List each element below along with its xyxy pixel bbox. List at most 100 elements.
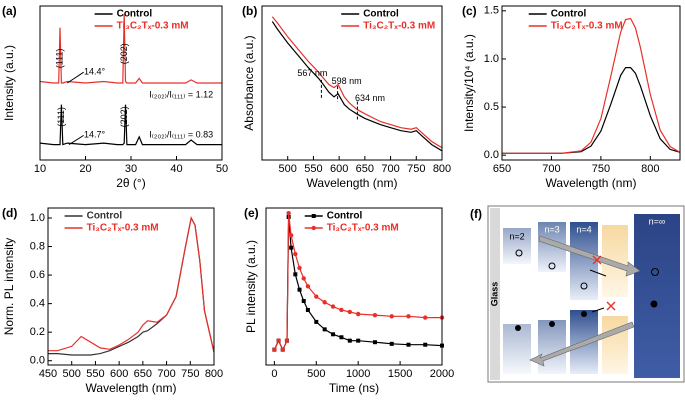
plot-frame [47,207,215,366]
x-tick-label: 550 [304,163,322,175]
x-axis-label: Wavelength (nm) [86,381,177,395]
series-line [48,216,214,356]
chart: (e) Time (ns) PL intensity (a.u.) 0 500 1000 1… [244,206,454,395]
marker [389,314,394,319]
marker [272,347,277,352]
band [602,316,628,374]
x-tick-label: 500 [307,368,325,380]
x-tick-label: 40 [170,163,182,175]
panel-label: (c) [462,4,477,18]
x-tick-label: 10 [34,163,46,175]
annotation: 567 nm [297,68,327,78]
band [503,324,531,374]
marker [423,315,428,320]
y-tick-label: 0.8 [30,240,45,252]
x-tick-label: 700 [157,368,175,380]
band [538,320,566,374]
panel-label: (d) [2,206,17,220]
legend-label: Ti₃C₂Tₓ-0.3 mM [363,21,435,32]
series-line [502,67,680,154]
chart: (c) Wavelength (nm) Intensity/10⁴ (a.u.) 65… [462,4,681,190]
marker [314,294,319,299]
y-axis-label: Intensity (a.u.) [2,45,16,121]
series-line [273,216,442,352]
x-tick-label: 500 [63,368,81,380]
x-axis-label: Wavelength (nm) [546,176,637,190]
x-tick-label: 30 [125,163,137,175]
x-tick-label: 20 [79,163,91,175]
annotation: I₍₂₀₂₎/I₍₁₁₁₎ = 1.12 [149,90,213,100]
annotation: 14.7° [84,130,106,140]
band [570,222,598,300]
y-tick-label: 0.5 [484,101,499,113]
x-axis-label: 2θ (°) [116,176,145,190]
legend-label: Ti₃C₂Tₓ-0.3 mM [117,21,189,32]
glass [490,208,500,380]
x-tick-label: 50 [216,163,228,175]
marker [305,307,310,312]
series-line [40,13,222,84]
panel-label: (f) [470,207,482,221]
legend-label: Control [363,9,399,20]
marker [423,342,428,347]
panel-label: (b) [242,4,257,18]
marker [356,338,361,343]
marker [406,314,411,319]
y-tick-label: 0.6 [30,269,45,281]
y-tick-label: 0.2 [30,326,45,338]
marker [288,233,294,238]
annotation: (202) [119,43,129,64]
marker [322,327,327,332]
chart: (a) 2θ (°) Intensity (a.u.) 10 20 30 40 50 Contr… [2,4,228,190]
arrow [589,269,607,277]
marker [301,276,306,281]
y-axis-label: Norm. PL intensity [2,238,16,336]
phase-label: n=4 [576,224,591,234]
marker [284,338,290,343]
x-tick-label: 650 [356,163,374,175]
marker [276,338,281,343]
x-tick-label: 1000 [346,368,370,380]
x-tick-label: 800 [641,163,659,175]
marker [372,340,377,345]
y-axis-label: Intensity/10⁴ (a.u.) [462,34,476,132]
y-tick-label: 1.0 [30,212,45,224]
y-axis-label: Absorbance (a.u.) [242,35,256,130]
x-tick-label: 550 [86,368,104,380]
marker [301,298,306,303]
y-tick-label: 1.0 [484,53,499,65]
legend-label: Control [327,211,363,222]
series-line [40,104,222,146]
y-axis-label: PL intensity (a.u.) [244,240,258,333]
annotation: 634 nm [355,93,385,103]
series-line [271,21,442,152]
arrow [529,321,635,367]
x-tick-label: 750 [407,163,425,175]
marker [372,312,378,318]
x-tick-label: 1500 [388,368,412,380]
x-axis-label: Time (ns) [329,381,379,395]
x-tick-label: 450 [39,368,57,380]
marker [389,341,394,346]
panel-label: (a) [2,4,17,18]
annotation-line [67,71,84,84]
marker [331,332,336,337]
marker [347,309,353,315]
x-tick-label: 650 [134,368,152,380]
x-tick-label: 700 [381,163,399,175]
marker [293,251,298,257]
series-line [271,16,442,149]
legend-label: Ti₃C₂Tₓ-0.3 mM [551,21,623,32]
marker [305,284,311,289]
band [634,214,680,378]
annotation-line [68,134,84,146]
marker [322,300,327,305]
x-axis-label: Wavelength (nm) [307,176,398,190]
marker [347,338,352,343]
phase-label: n=∞ [649,216,666,226]
plot-frame [501,5,681,161]
x-tick-label: 600 [110,368,128,380]
plot-frame [39,5,223,161]
legend-label: Control [87,211,123,222]
y-tick-label: 0.4 [30,298,45,310]
